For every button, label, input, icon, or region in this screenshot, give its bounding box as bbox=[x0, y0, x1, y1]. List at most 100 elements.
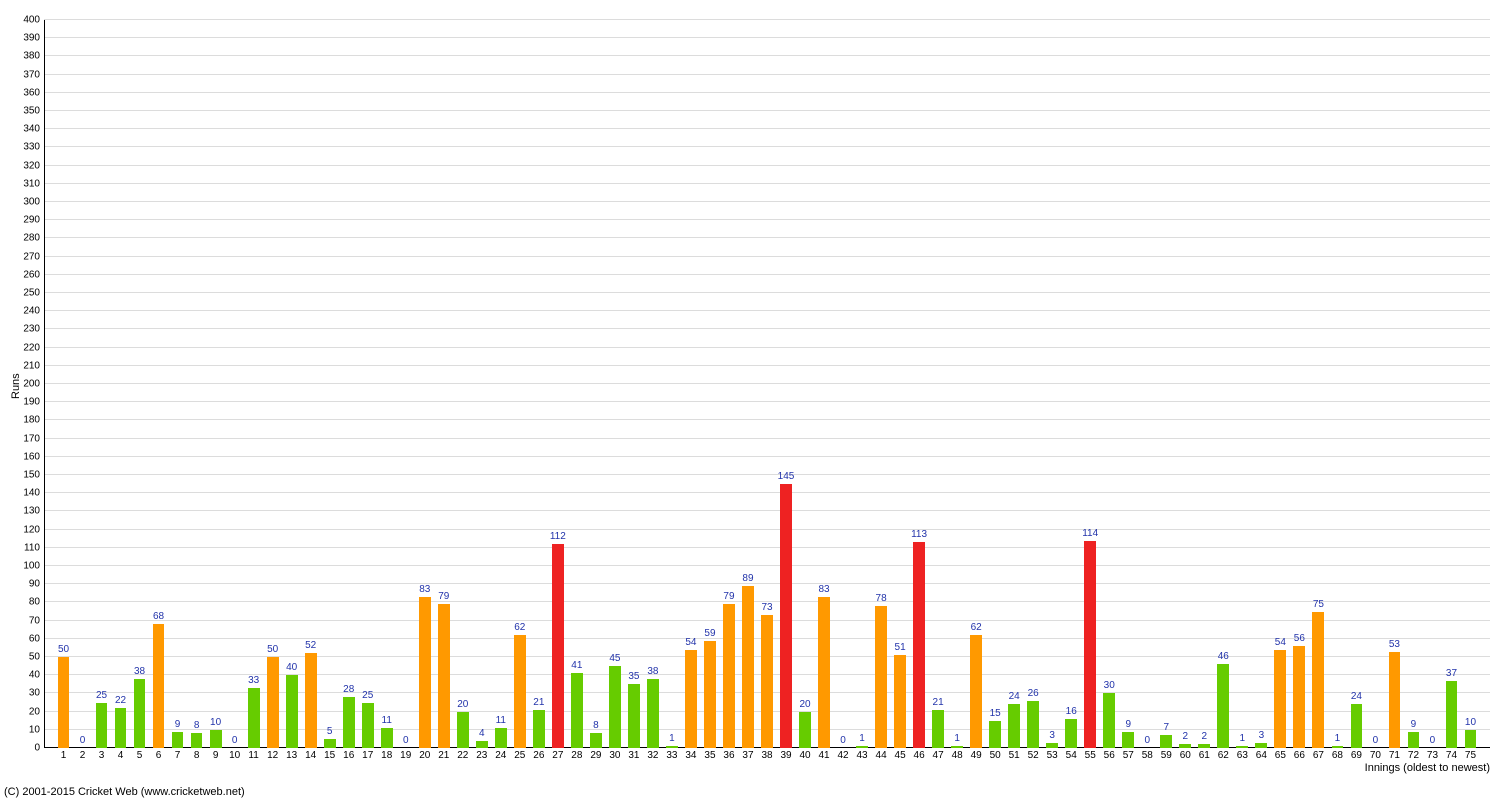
bar-value-label: 113 bbox=[911, 529, 927, 540]
bar-value-label: 9 bbox=[1411, 719, 1417, 730]
x-tick-label: 51 bbox=[1009, 748, 1020, 761]
x-tick-label: 63 bbox=[1237, 748, 1248, 761]
gridline bbox=[44, 583, 1490, 584]
x-tick-label: 46 bbox=[914, 748, 925, 761]
bar-value-label: 53 bbox=[1389, 639, 1400, 650]
bar bbox=[799, 712, 811, 748]
bar bbox=[628, 684, 640, 748]
bar-value-label: 5 bbox=[327, 726, 333, 737]
x-tick-label: 24 bbox=[495, 748, 506, 761]
bar-value-label: 83 bbox=[818, 584, 829, 595]
gridline bbox=[44, 347, 1490, 348]
bar bbox=[780, 484, 792, 748]
bar-value-label: 112 bbox=[550, 531, 566, 542]
bar bbox=[1312, 612, 1324, 749]
bar-value-label: 0 bbox=[840, 735, 846, 746]
bar-value-label: 15 bbox=[990, 708, 1001, 719]
bar bbox=[590, 733, 602, 748]
x-tick-label: 49 bbox=[971, 748, 982, 761]
bar bbox=[324, 739, 336, 748]
y-tick-label: 200 bbox=[23, 379, 44, 390]
bar-value-label: 33 bbox=[248, 675, 259, 686]
x-tick-label: 1 bbox=[61, 748, 67, 761]
bar-value-label: 26 bbox=[1028, 688, 1039, 699]
bar bbox=[1217, 664, 1229, 748]
gridline bbox=[44, 55, 1490, 56]
y-axis-label: Runs bbox=[10, 373, 22, 399]
bar-value-label: 11 bbox=[496, 715, 506, 726]
x-tick-label: 36 bbox=[723, 748, 734, 761]
x-tick-label: 29 bbox=[590, 748, 601, 761]
y-tick-label: 20 bbox=[29, 706, 44, 717]
bar bbox=[248, 688, 260, 748]
y-tick-label: 30 bbox=[29, 688, 44, 699]
bar-value-label: 45 bbox=[609, 653, 620, 664]
x-tick-label: 16 bbox=[343, 748, 354, 761]
bar bbox=[970, 635, 982, 748]
bar-value-label: 59 bbox=[704, 628, 715, 639]
x-tick-label: 20 bbox=[419, 748, 430, 761]
bar bbox=[457, 712, 469, 748]
x-tick-label: 11 bbox=[248, 748, 258, 761]
bar-value-label: 56 bbox=[1294, 633, 1305, 644]
x-axis-label: Innings (oldest to newest) bbox=[1365, 762, 1490, 774]
x-tick-label: 64 bbox=[1256, 748, 1267, 761]
x-tick-label: 3 bbox=[99, 748, 105, 761]
bar-value-label: 54 bbox=[685, 637, 696, 648]
gridline bbox=[44, 310, 1490, 311]
x-tick-label: 18 bbox=[381, 748, 392, 761]
bar-value-label: 37 bbox=[1446, 668, 1457, 679]
bar bbox=[989, 721, 1001, 748]
bar bbox=[1351, 704, 1363, 748]
x-tick-label: 13 bbox=[286, 748, 297, 761]
x-tick-label: 6 bbox=[156, 748, 162, 761]
gridline bbox=[44, 474, 1490, 475]
bar-value-label: 25 bbox=[362, 690, 373, 701]
bar-value-label: 21 bbox=[533, 697, 544, 708]
y-tick-label: 260 bbox=[23, 269, 44, 280]
bar-value-label: 3 bbox=[1259, 730, 1265, 741]
gridline bbox=[44, 328, 1490, 329]
bar-value-label: 50 bbox=[58, 644, 69, 655]
x-tick-label: 73 bbox=[1427, 748, 1438, 761]
bar-value-label: 9 bbox=[175, 719, 181, 730]
x-tick-label: 74 bbox=[1446, 748, 1457, 761]
x-tick-label: 19 bbox=[400, 748, 411, 761]
bar-value-label: 41 bbox=[571, 660, 582, 671]
bar-value-label: 0 bbox=[80, 735, 86, 746]
x-tick-label: 38 bbox=[761, 748, 772, 761]
x-tick-label: 22 bbox=[457, 748, 468, 761]
x-tick-label: 60 bbox=[1180, 748, 1191, 761]
bar-value-label: 25 bbox=[96, 690, 107, 701]
bar bbox=[1103, 693, 1115, 748]
bar-value-label: 1 bbox=[1335, 733, 1341, 744]
bar bbox=[742, 586, 754, 748]
y-tick-label: 280 bbox=[23, 233, 44, 244]
bar bbox=[343, 697, 355, 748]
gridline bbox=[44, 510, 1490, 511]
bar-value-label: 10 bbox=[1465, 717, 1476, 728]
x-tick-label: 52 bbox=[1028, 748, 1039, 761]
bar-value-label: 3 bbox=[1049, 730, 1055, 741]
bar bbox=[438, 604, 450, 748]
gridline bbox=[44, 365, 1490, 366]
y-tick-label: 250 bbox=[23, 288, 44, 299]
gridline bbox=[44, 110, 1490, 111]
y-tick-label: 340 bbox=[23, 124, 44, 135]
y-tick-label: 270 bbox=[23, 251, 44, 262]
plot-area: 0102030405060708090100110120130140150160… bbox=[44, 20, 1490, 748]
x-tick-label: 7 bbox=[175, 748, 181, 761]
x-tick-label: 10 bbox=[229, 748, 240, 761]
x-tick-label: 75 bbox=[1465, 748, 1476, 761]
bar bbox=[1122, 732, 1134, 748]
bar bbox=[1389, 652, 1401, 748]
bar-value-label: 54 bbox=[1275, 637, 1286, 648]
x-tick-label: 14 bbox=[305, 748, 316, 761]
y-tick-label: 240 bbox=[23, 306, 44, 317]
gridline bbox=[44, 492, 1490, 493]
y-tick-label: 120 bbox=[23, 524, 44, 535]
bar-value-label: 16 bbox=[1066, 706, 1077, 717]
bar bbox=[210, 730, 222, 748]
x-tick-label: 30 bbox=[609, 748, 620, 761]
x-tick-label: 66 bbox=[1294, 748, 1305, 761]
